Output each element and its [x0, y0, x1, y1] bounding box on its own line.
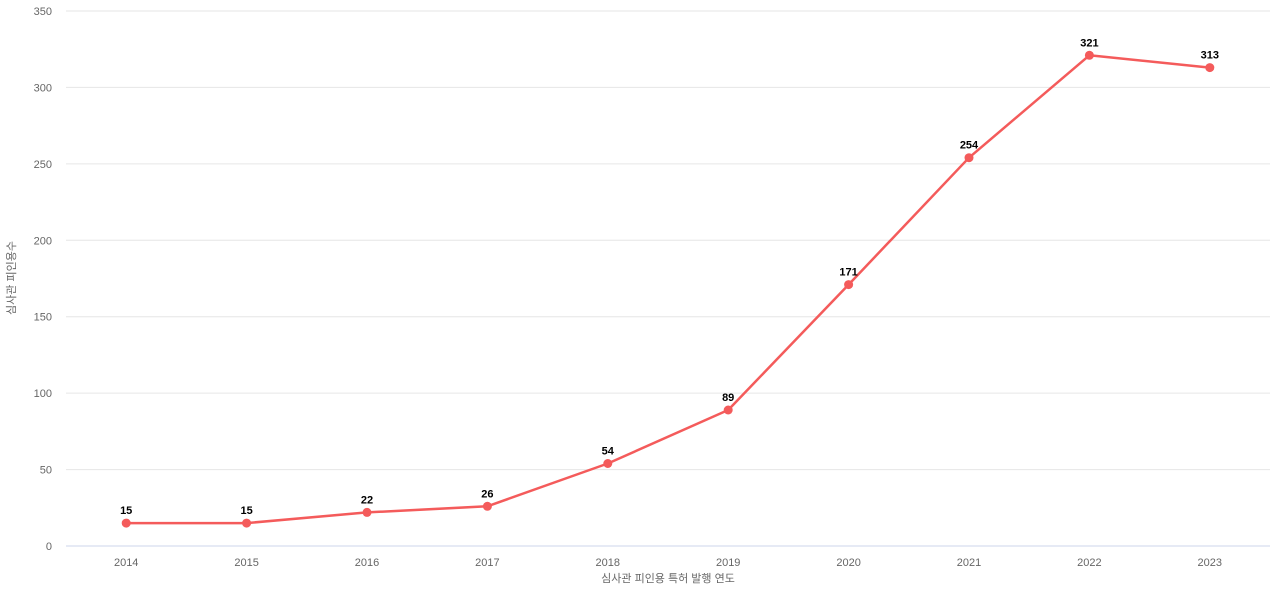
x-tick-label: 2021	[957, 557, 981, 569]
data-point-marker[interactable]	[482, 501, 492, 511]
x-tick-label: 2018	[596, 557, 620, 569]
x-tick-label: 2014	[114, 557, 138, 569]
y-tick-label: 300	[34, 82, 52, 94]
data-point-marker[interactable]	[121, 518, 131, 528]
series-path	[124, 54, 1212, 525]
y-axis-title: 심사관 피인용수	[5, 241, 18, 315]
y-tick-label: 350	[34, 6, 52, 18]
data-point-marker[interactable]	[1084, 50, 1094, 60]
data-point-marker[interactable]	[964, 153, 974, 163]
data-point-marker[interactable]	[603, 459, 613, 468]
data-point-label: 254	[960, 140, 979, 152]
y-axis-labels: 0 50 100 150 200 250 300 350	[34, 6, 52, 553]
data-point-marker[interactable]	[242, 518, 252, 528]
data-point-label: 313	[1201, 50, 1219, 62]
gridlines	[66, 10, 1270, 471]
x-tick-label: 2023	[1198, 557, 1222, 569]
data-point-label: 22	[361, 494, 373, 506]
data-point-marker[interactable]	[844, 280, 854, 290]
series-group	[121, 50, 1215, 528]
x-tick-label: 2022	[1077, 557, 1101, 569]
y-tick-label: 50	[40, 465, 52, 477]
data-point-label: 26	[481, 488, 493, 500]
x-tick-label: 2017	[475, 557, 499, 569]
data-point-marker[interactable]	[723, 405, 733, 415]
data-point-label: 15	[120, 505, 132, 517]
data-point-label: 54	[602, 446, 615, 458]
y-tick-label: 150	[34, 312, 52, 324]
y-tick-label: 100	[34, 388, 52, 400]
data-point-label: 15	[240, 505, 252, 517]
data-point-marker[interactable]	[362, 507, 372, 517]
data-point-marker[interactable]	[1205, 63, 1215, 73]
x-axis-title: 심사관 피인용 특허 발행 연도	[601, 572, 735, 585]
x-tick-label: 2015	[234, 557, 258, 569]
x-tick-label: 2019	[716, 557, 740, 569]
data-labels: 15 15 22 26 54 89 171 254 321 313	[120, 37, 1219, 517]
x-axis-labels: 2014 2015 2016 2017 2018 2019 2020 2021 2022 2023	[114, 557, 1222, 569]
x-tick-label: 2020	[836, 557, 860, 569]
x-tick-label: 2016	[355, 557, 379, 569]
y-tick-label: 0	[46, 541, 52, 553]
data-point-label: 89	[722, 392, 734, 404]
y-tick-label: 200	[34, 235, 52, 247]
data-point-label: 321	[1080, 37, 1098, 49]
y-tick-label: 250	[34, 159, 52, 171]
data-point-label: 171	[839, 267, 857, 279]
